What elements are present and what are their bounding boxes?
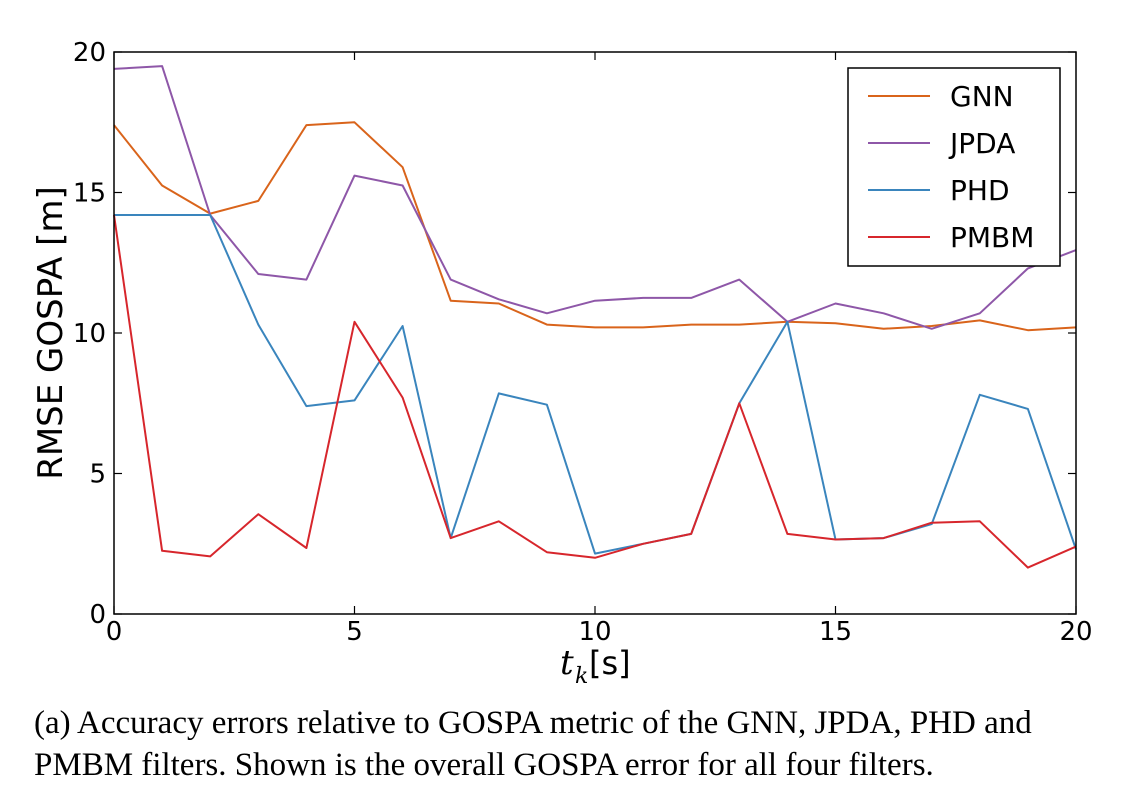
y-tick-label: 10	[73, 319, 106, 349]
x-axis-label-unit: [s]	[589, 644, 631, 682]
series-layer	[113, 65, 1077, 569]
y-tick-label: 20	[73, 38, 106, 68]
x-axis-label-subscript: k	[575, 664, 588, 689]
y-tick-label: 5	[89, 460, 106, 490]
legend-label-jpda: JPDA	[948, 127, 1015, 160]
series-line-jpda	[113, 65, 1077, 330]
x-tick-label: 10	[578, 617, 611, 647]
legend-label-pmbm: PMBM	[950, 221, 1034, 254]
ticks-layer: 0 5 10 15 20 0 5 10 15 20	[73, 38, 1093, 647]
x-axis-label: t k [s]	[560, 643, 631, 689]
x-tick-label: 15	[819, 617, 852, 647]
series-line-pmbm	[113, 214, 1077, 569]
x-tick-label: 20	[1059, 617, 1092, 647]
legend-label-gnn: GNN	[950, 80, 1014, 113]
y-tick-label: 0	[89, 600, 106, 630]
x-tick-label: 5	[346, 617, 363, 647]
x-axis-label-variable: t	[560, 643, 574, 683]
x-tick-label: 0	[106, 617, 123, 647]
legend-box	[847, 67, 1061, 267]
figure-caption: (a) Accuracy errors relative to GOSPA me…	[34, 705, 1032, 783]
y-axis-label: RMSE GOSPA [m]	[31, 186, 71, 480]
legend-label-phd: PHD	[950, 174, 1010, 207]
legend: GNN JPDA PHD PMBM	[847, 67, 1061, 267]
series-line-gnn	[113, 121, 1077, 332]
y-tick-label: 15	[73, 179, 106, 209]
